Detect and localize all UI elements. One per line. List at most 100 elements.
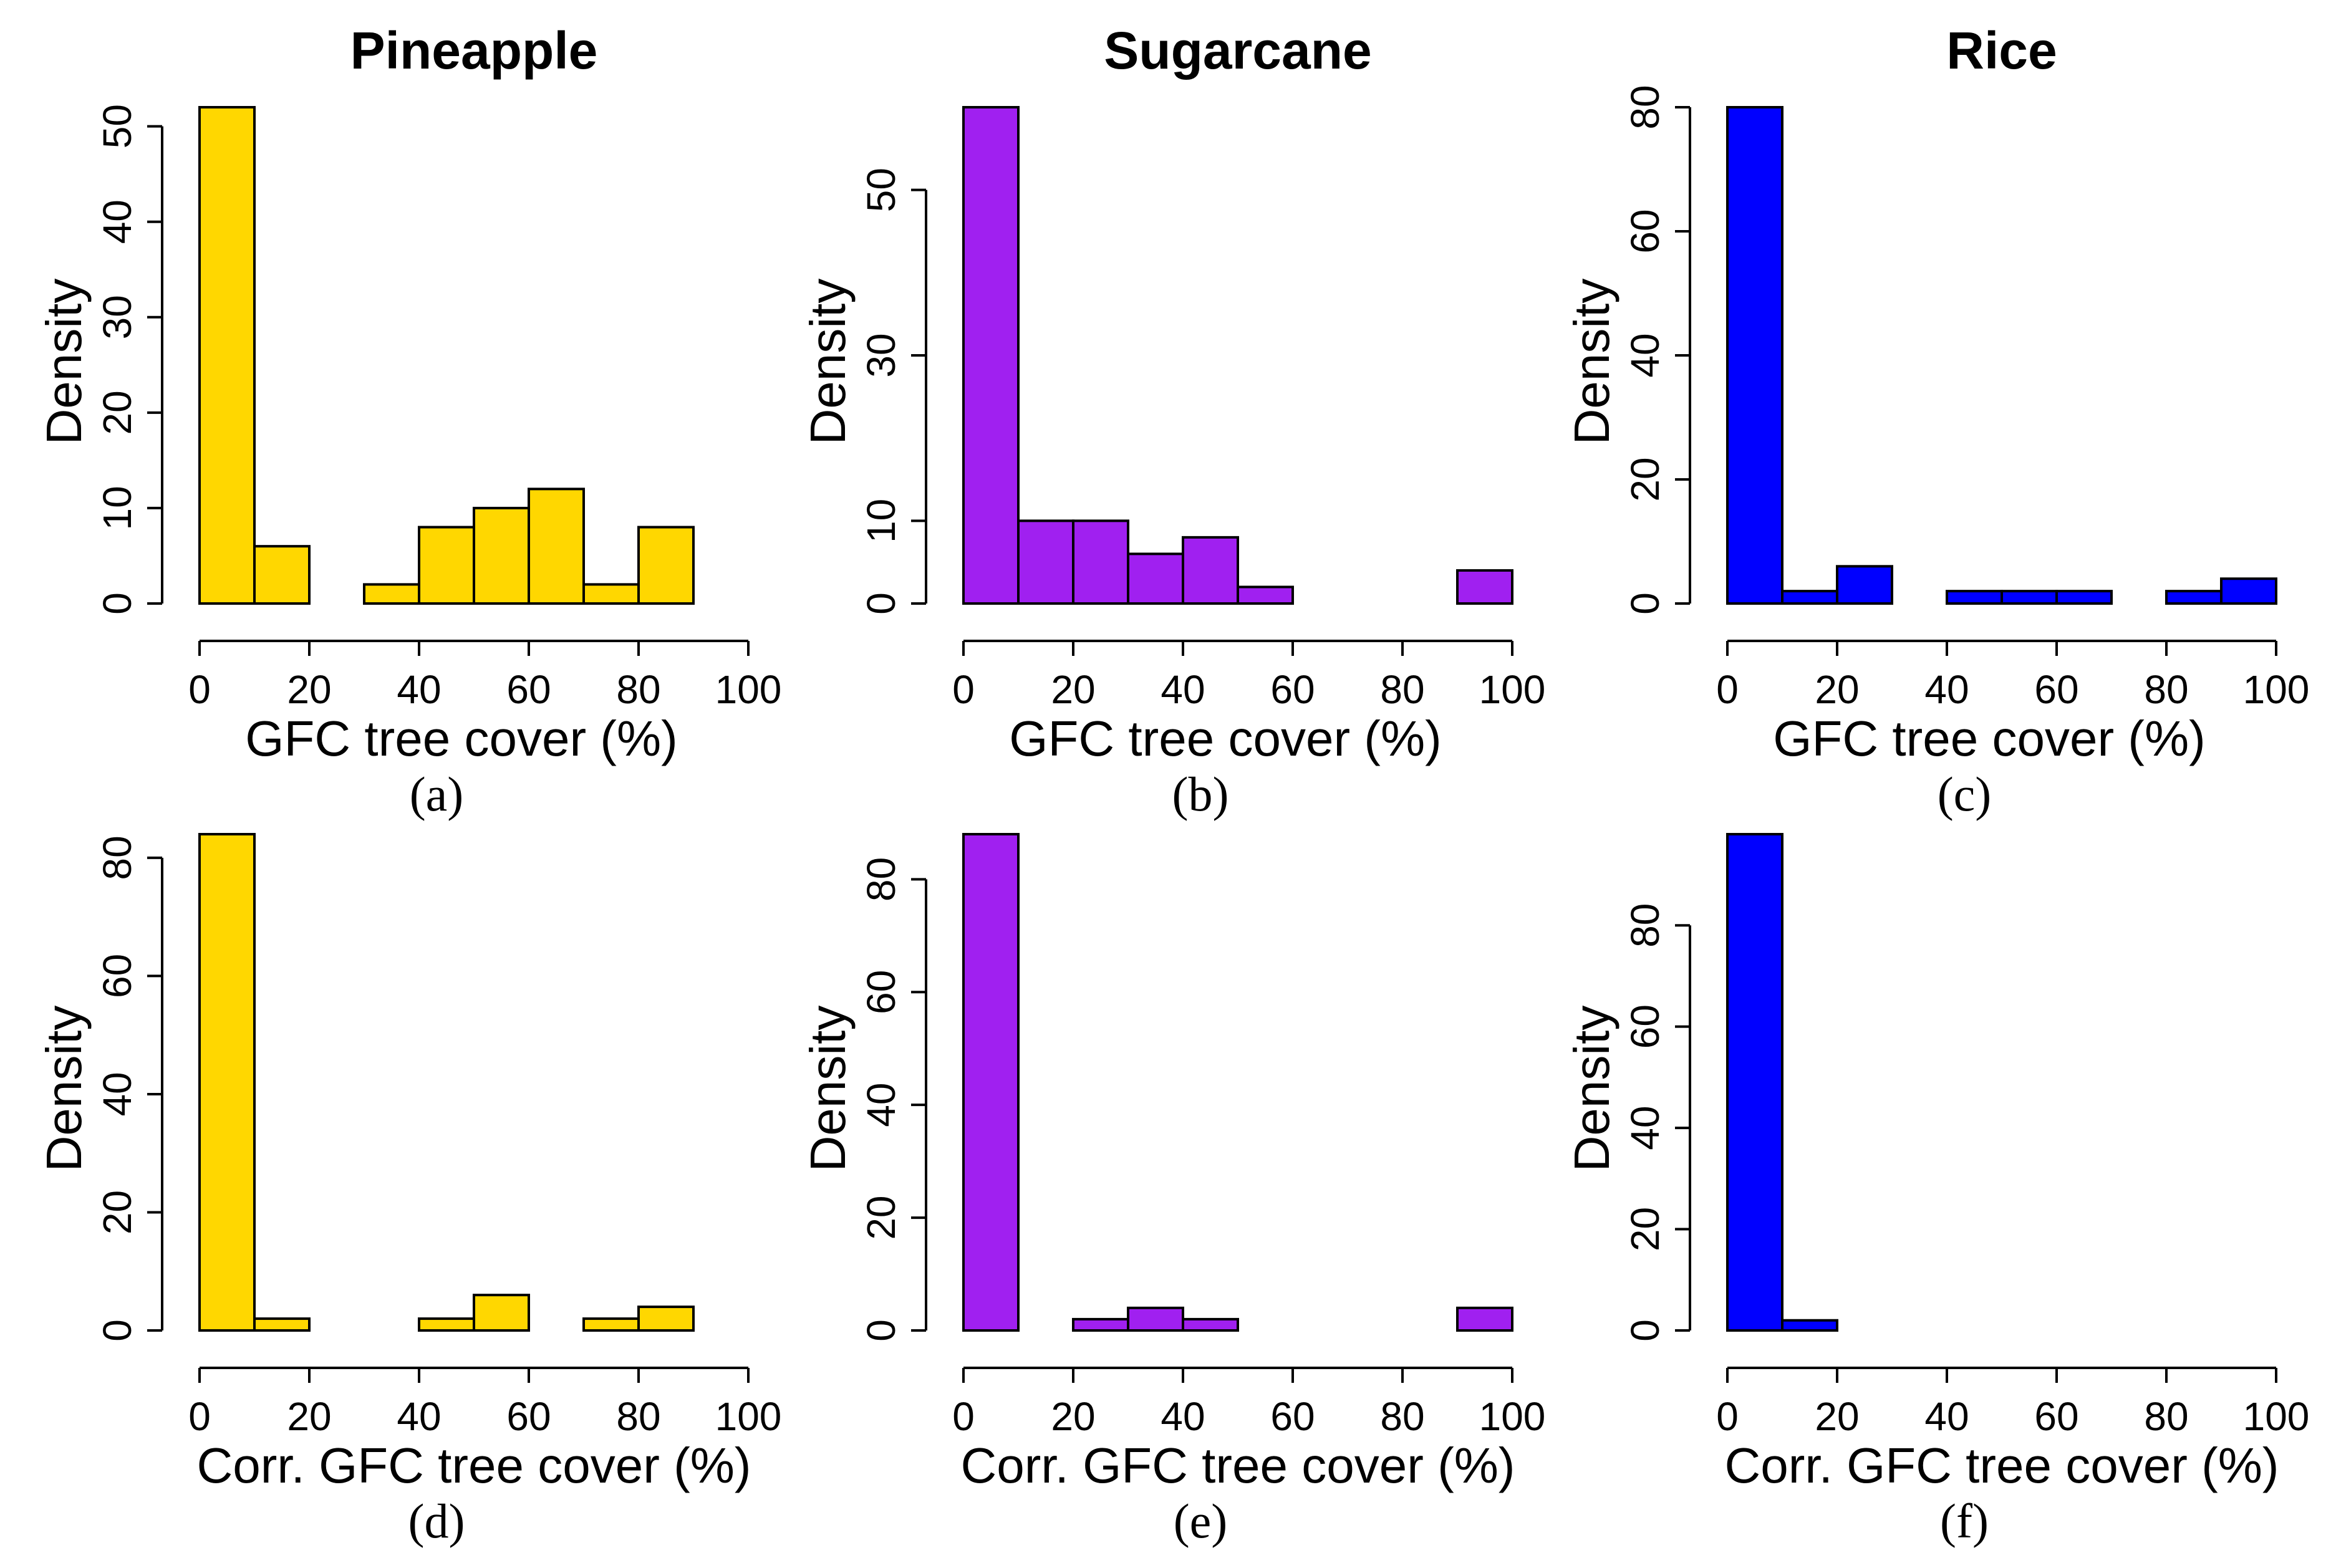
panel-a: Pineapple 0 20 40 60 80 100 0 10 20 30 40 50 GFC tree…	[36, 21, 781, 821]
y-tick-label: 80	[1623, 903, 1668, 948]
histogram-bar	[1182, 1317, 1239, 1332]
histogram-bar	[1127, 1306, 1184, 1332]
x-tick-label: 80	[2144, 667, 2188, 712]
x-axis-label: GFC tree cover (%)	[1009, 711, 1441, 766]
panel-b: Sugarcane 0 20 40 60 80 100 0 10 30 50 GFC tree cov…	[800, 21, 1545, 821]
histogram-bar	[1237, 585, 1294, 605]
y-tick-label: 0	[1623, 1319, 1668, 1342]
x-tick-label: 40	[1161, 1394, 1205, 1439]
y-tick-label: 0	[95, 592, 140, 615]
histogram-bar	[637, 526, 695, 605]
histogram-bar	[528, 488, 585, 605]
x-tick-label: 60	[2034, 667, 2078, 712]
histogram-bar	[1726, 106, 1783, 605]
x-tick-label: 40	[1924, 667, 1969, 712]
y-axis-label: Density	[1564, 1006, 1619, 1172]
y-tick-label: 60	[1623, 1004, 1668, 1049]
y-tick-label: 30	[859, 333, 904, 377]
y-axis-label: Density	[1564, 279, 1619, 445]
x-axis-label: Corr. GFC tree cover (%)	[196, 1438, 751, 1493]
x-axis-label: GFC tree cover (%)	[1773, 711, 2205, 766]
y-tick-label: 40	[1623, 1106, 1668, 1150]
histogram-bar	[1726, 833, 1783, 1332]
y-tick-label: 0	[1623, 592, 1668, 615]
x-tick-label: 60	[2034, 1394, 2078, 1439]
x-tick-label: 100	[2243, 667, 2310, 712]
histogram-bar	[1836, 565, 1893, 605]
x-tick-label: 20	[287, 1394, 331, 1439]
histogram-bar	[363, 583, 420, 605]
histogram-bar	[582, 1317, 640, 1332]
y-tick-label: 50	[859, 168, 904, 212]
histogram-bar	[2055, 590, 2113, 605]
x-tick-label: 80	[616, 1394, 660, 1439]
histogram-bar	[1072, 1317, 1129, 1332]
x-tick-label: 0	[188, 1394, 211, 1439]
y-tick-label: 0	[95, 1319, 140, 1342]
y-tick-label: 40	[95, 1072, 140, 1116]
y-axis-label: Density	[800, 279, 856, 445]
y-axis-label: Density	[36, 1006, 92, 1172]
x-tick-label: 20	[287, 667, 331, 712]
x-tick-label: 100	[715, 1394, 782, 1439]
panel-caption: (c)	[1938, 767, 1992, 821]
histogram-bar	[473, 1294, 530, 1332]
histogram-bar	[1781, 1319, 1838, 1332]
y-tick-label: 0	[859, 592, 904, 615]
x-axis-label: Corr. GFC tree cover (%)	[960, 1438, 1515, 1493]
panel-caption: (b)	[1172, 767, 1229, 821]
histogram-bar	[253, 545, 311, 605]
histogram-bar	[962, 833, 1020, 1332]
histogram-bar	[1072, 519, 1129, 605]
panel-caption: (a)	[410, 767, 464, 821]
histogram-bar	[2001, 590, 2058, 605]
panel-title: Sugarcane	[1104, 21, 1372, 80]
y-tick-label: 40	[859, 1083, 904, 1127]
x-tick-label: 0	[952, 667, 975, 712]
y-tick-label: 60	[859, 970, 904, 1014]
y-tick-label: 80	[1623, 85, 1668, 129]
x-tick-label: 60	[506, 1394, 551, 1439]
y-tick-label: 30	[95, 295, 140, 339]
x-tick-label: 20	[1051, 1394, 1095, 1439]
histogram-bar	[1182, 536, 1239, 605]
histogram-bar	[1946, 590, 2003, 605]
histogram-bar	[198, 106, 256, 605]
panel-caption: (d)	[408, 1494, 465, 1548]
histogram-bar	[1456, 569, 1513, 605]
x-tick-label: 20	[1815, 1394, 1859, 1439]
panel-title: Pineapple	[350, 21, 598, 80]
y-tick-label: 80	[95, 835, 140, 880]
y-tick-label: 50	[95, 104, 140, 148]
histogram-bar	[198, 833, 256, 1332]
x-tick-label: 60	[506, 667, 551, 712]
x-axis-label: Corr. GFC tree cover (%)	[1724, 1438, 2279, 1493]
histogram-bar	[2220, 577, 2277, 605]
histogram-bar	[1127, 552, 1184, 605]
y-axis-label: Density	[800, 1006, 856, 1172]
histogram-bar	[1456, 1306, 1513, 1332]
x-tick-label: 80	[1380, 667, 1424, 712]
x-tick-label: 20	[1051, 667, 1095, 712]
histogram-bar	[962, 106, 1020, 605]
y-tick-label: 80	[859, 857, 904, 902]
x-tick-label: 100	[1479, 667, 1546, 712]
x-tick-label: 80	[616, 667, 660, 712]
x-axis-label: GFC tree cover (%)	[245, 711, 677, 766]
histogram-bar	[253, 1317, 311, 1332]
histogram-bar	[2165, 590, 2223, 605]
y-tick-label: 40	[95, 200, 140, 244]
x-tick-label: 60	[1270, 1394, 1315, 1439]
y-tick-label: 20	[1623, 1207, 1668, 1251]
x-tick-label: 80	[1380, 1394, 1424, 1439]
x-tick-label: 0	[952, 1394, 975, 1439]
histogram-bar	[1781, 590, 1838, 605]
histogram-bar	[582, 583, 640, 605]
panel-caption: (f)	[1940, 1494, 1989, 1548]
histogram-bar	[418, 1317, 475, 1332]
histogram-bar	[473, 506, 530, 605]
